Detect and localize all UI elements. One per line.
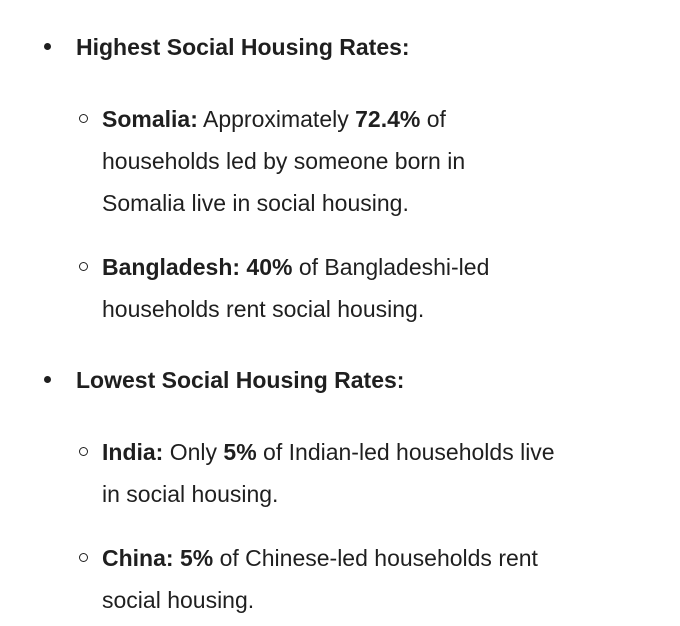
text-segment: of <box>420 106 446 132</box>
text-line: India: Only 5% of Indian-led households … <box>102 431 680 473</box>
text-segment: Somalia live in social housing. <box>102 190 409 216</box>
heading-label: Lowest Social Housing Rates: <box>76 367 405 393</box>
list-group: Highest Social Housing Rates: Somalia: Ap… <box>0 26 680 330</box>
list-group: Lowest Social Housing Rates: India: Only … <box>0 359 680 621</box>
list-item-text: China: 5% of Chinese-led households rent… <box>102 537 680 621</box>
text-segment: social housing. <box>102 587 255 613</box>
text-line: social housing. <box>102 579 680 621</box>
text-segment: in social housing. <box>102 481 279 507</box>
disc-bullet-icon <box>44 43 51 50</box>
disc-bullet-icon <box>44 376 51 383</box>
circle-bullet-icon <box>79 114 88 123</box>
text-line: Bangladesh: 40% of Bangladeshi-led <box>102 246 680 288</box>
circle-bullet-icon <box>79 262 88 271</box>
text-line: China: 5% of Chinese-led households rent <box>102 537 680 579</box>
text-line: in social housing. <box>102 473 680 515</box>
text-segment: Bangladesh: 40% <box>102 254 293 280</box>
heading-label: Highest Social Housing Rates: <box>76 34 410 60</box>
text-line: households led by someone born in <box>102 140 680 182</box>
list-item-heading: Highest Social Housing Rates: <box>0 26 680 68</box>
list-item: Bangladesh: 40% of Bangladeshi-led househ… <box>0 246 680 330</box>
nested-list: India: Only 5% of Indian-led households … <box>0 431 680 621</box>
list-item-heading: Lowest Social Housing Rates: <box>0 359 680 401</box>
text-line: households rent social housing. <box>102 288 680 330</box>
text-segment: of Bangladeshi-led <box>292 254 490 280</box>
text-segment: India: <box>102 439 164 465</box>
list-item: China: 5% of Chinese-led households rent… <box>0 537 680 621</box>
text-segment: households led by someone born in <box>102 148 466 174</box>
text-segment: Approximately <box>197 106 356 132</box>
circle-bullet-icon <box>79 447 88 456</box>
list-item-text: India: Only 5% of Indian-led households … <box>102 431 680 515</box>
list-item: Somalia: Approximately 72.4% of household… <box>0 98 680 224</box>
text-line: Somalia live in social housing. <box>102 182 680 224</box>
text-segment: 72.4% <box>355 106 421 132</box>
text-line: Somalia: Approximately 72.4% of <box>102 98 680 140</box>
text-segment: households rent social housing. <box>102 296 425 322</box>
text-segment: China: 5% <box>102 545 214 571</box>
list-item: India: Only 5% of Indian-led households … <box>0 431 680 515</box>
bullet-list: Highest Social Housing Rates: Somalia: Ap… <box>0 26 680 621</box>
text-segment: of Indian-led households live <box>256 439 555 465</box>
list-item-text: Somalia: Approximately 72.4% of household… <box>102 98 680 224</box>
list-item-text: Bangladesh: 40% of Bangladeshi-led househ… <box>102 246 680 330</box>
circle-bullet-icon <box>79 553 88 562</box>
nested-list: Somalia: Approximately 72.4% of household… <box>0 98 680 330</box>
text-segment: Only <box>163 439 224 465</box>
text-segment: 5% <box>223 439 257 465</box>
text-segment: Somalia: <box>102 106 198 132</box>
text-segment: of Chinese-led households rent <box>213 545 538 571</box>
